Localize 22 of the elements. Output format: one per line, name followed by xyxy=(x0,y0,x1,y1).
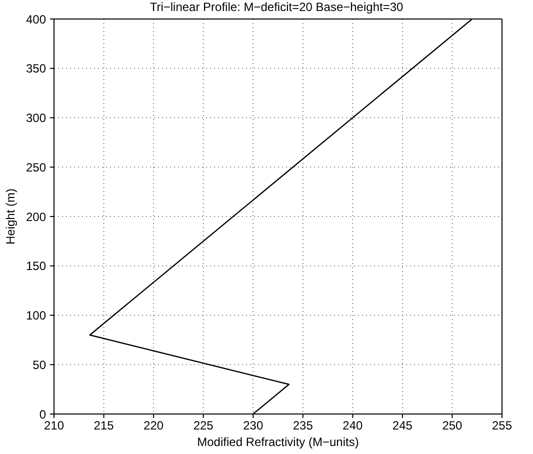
y-tick-label: 0 xyxy=(39,407,46,422)
chart-title: Tri−linear Profile: M−deficit=20 Base−height=30 xyxy=(148,0,404,14)
x-tick-label: 210 xyxy=(44,418,64,433)
x-tick-label: 240 xyxy=(342,418,363,433)
y-tick-label: 200 xyxy=(26,210,46,224)
x-tick-label: 230 xyxy=(243,418,264,433)
y-tick-label: 150 xyxy=(26,259,46,274)
x-axis-title: Modified Refractivity (M−units) xyxy=(197,435,359,449)
y-tick-label: 400 xyxy=(26,12,46,26)
x-tick-label: 215 xyxy=(94,418,114,433)
x-tick-label: 250 xyxy=(442,418,463,433)
x-tick-label: 235 xyxy=(292,418,314,433)
y-tick-label: 250 xyxy=(26,160,46,174)
x-tick-label: 255 xyxy=(492,418,512,433)
y-tick-label: 300 xyxy=(26,111,46,126)
x-tick-label: 225 xyxy=(193,418,214,433)
y-tick-label: 100 xyxy=(26,308,46,323)
y-tick-label: 350 xyxy=(26,62,46,76)
y-axis-title: Height (m) xyxy=(3,188,18,245)
x-tick-label: 245 xyxy=(392,418,413,433)
y-tick-label: 50 xyxy=(32,358,46,372)
x-tick-label: 220 xyxy=(144,418,164,433)
